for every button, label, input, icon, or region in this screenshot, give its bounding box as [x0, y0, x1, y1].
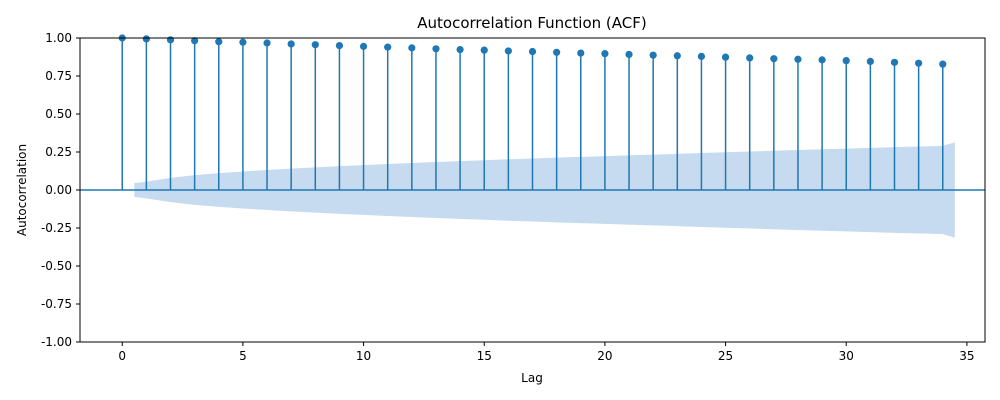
stem-marker-lag-32: [890, 58, 899, 66]
stem-marker-lag-6: [263, 39, 271, 47]
stem-marker-lag-25: [721, 53, 730, 61]
stem-marker-lag-15: [480, 46, 488, 54]
stem-marker-lag-8: [311, 41, 319, 49]
stem-marker-lag-33: [915, 59, 923, 67]
stem-marker-lag-9: [335, 42, 344, 50]
stem-marker-lag-3: [191, 37, 199, 45]
x-tick-label-20: 20: [597, 349, 612, 363]
x-tick-label-35: 35: [959, 349, 974, 363]
stem-layer: [118, 34, 947, 190]
y-tick-label-8: 1.00: [45, 31, 72, 45]
y-axis-label: Autocorrelation: [15, 144, 29, 236]
stem-marker-lag-1: [142, 35, 150, 43]
y-ticks: -1.00 -0.75 -0.50 -0.25 0.00 0.25 0.50 0.75 1.00: [41, 31, 80, 349]
stem-marker-lag-10: [359, 42, 368, 50]
y-tick-label-1: -0.75: [41, 297, 72, 311]
stem-marker-lag-27: [770, 55, 778, 63]
stem-marker-lag-20: [601, 50, 609, 58]
stem-marker-lag-19: [577, 49, 585, 57]
stem-marker-lag-26: [746, 54, 754, 62]
y-tick-label-4: 0.00: [45, 183, 72, 197]
y-tick-label-6: 0.50: [45, 107, 72, 121]
y-tick-label-5: 0.25: [45, 145, 72, 159]
stem-marker-lag-4: [215, 38, 223, 46]
y-tick-label-3: -0.25: [41, 221, 72, 235]
x-axis-label: Lag: [521, 371, 543, 385]
x-ticks: 0 5 10 15 20 25 30 35: [118, 342, 975, 363]
stem-marker-lag-28: [794, 55, 802, 63]
stem-marker-lag-5: [239, 38, 247, 46]
y-tick-label-2: -0.50: [41, 259, 72, 273]
stem-marker-lag-30: [842, 57, 850, 65]
stem-marker-lag-12: [408, 44, 416, 52]
stem-marker-lag-23: [673, 52, 681, 60]
y-tick-label-0: -1.00: [41, 335, 72, 349]
stem-marker-lag-24: [697, 52, 706, 60]
stem-marker-lag-21: [625, 50, 633, 59]
x-tick-label-5: 5: [239, 349, 247, 363]
x-tick-label-0: 0: [118, 349, 126, 363]
x-tick-label-30: 30: [839, 349, 854, 363]
y-tick-label-7: 0.75: [45, 69, 72, 83]
x-tick-label-25: 25: [718, 349, 733, 363]
stem-marker-lag-7: [287, 40, 295, 48]
stem-marker-lag-11: [384, 43, 392, 51]
stem-marker-lag-14: [456, 45, 464, 54]
stem-marker-lag-13: [432, 45, 440, 53]
stem-marker-lag-34: [939, 60, 947, 68]
x-tick-label-10: 10: [356, 349, 371, 363]
stem-marker-lag-22: [649, 51, 657, 59]
x-tick-label-15: 15: [477, 349, 492, 363]
stem-marker-lag-18: [553, 48, 561, 56]
chart-title: Autocorrelation Function (ACF): [417, 14, 646, 32]
stem-marker-lag-2: [166, 36, 175, 44]
stem-marker-lag-29: [818, 56, 826, 64]
stem-marker-lag-31: [866, 57, 874, 66]
stem-marker-lag-17: [528, 47, 537, 56]
stem-marker-lag-16: [504, 47, 512, 55]
